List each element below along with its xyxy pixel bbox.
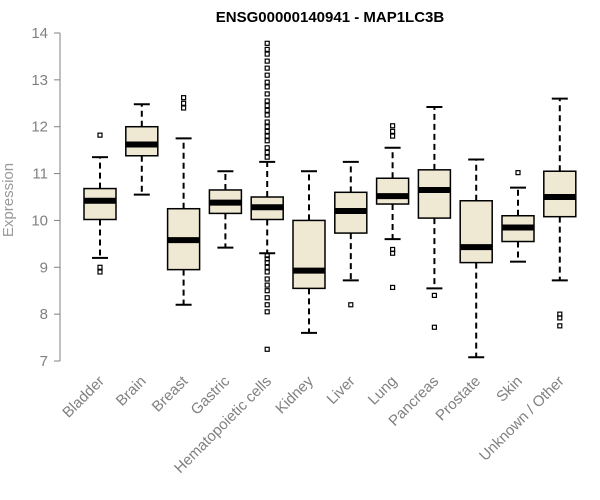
y-tick-label: 9 xyxy=(40,259,48,276)
outlier-point xyxy=(557,323,563,329)
iqr-box xyxy=(417,169,452,219)
outlier-point xyxy=(264,138,270,144)
y-tick-label: 14 xyxy=(31,25,48,42)
chart-title: ENSG00000140941 - MAP1LC3B xyxy=(216,9,445,26)
x-tick-label: Liver xyxy=(324,373,359,408)
box-group-bladder xyxy=(83,132,117,275)
iqr-box xyxy=(375,177,410,205)
iqr-box xyxy=(459,199,493,264)
box-group-pancreas xyxy=(417,106,452,330)
x-tick-label: Prostate xyxy=(432,373,484,425)
outlier-point xyxy=(264,276,270,282)
box-group-brain xyxy=(125,103,159,196)
box-group-lung xyxy=(375,123,410,291)
y-tick-label: 7 xyxy=(40,353,48,370)
outlier-point xyxy=(97,264,103,270)
outlier-point xyxy=(181,105,187,111)
outlier-point xyxy=(264,264,270,270)
outlier-point xyxy=(264,302,270,308)
outlier-point xyxy=(264,107,270,113)
iqr-box xyxy=(292,219,326,290)
outlier-point xyxy=(264,256,270,262)
outlier-point xyxy=(264,79,270,85)
box-group-skin xyxy=(501,170,535,263)
outlier-point xyxy=(264,84,270,90)
outlier-point xyxy=(264,103,270,109)
x-tick-label: Breast xyxy=(149,372,192,415)
y-axis-label: Expression xyxy=(0,163,17,237)
outlier-point xyxy=(264,145,270,151)
outlier-point xyxy=(264,58,270,64)
outlier-point xyxy=(557,311,563,317)
y-axis: 7 8 9 10 11 12 13 14 xyxy=(31,25,61,370)
outlier-point xyxy=(264,309,270,315)
outlier-point xyxy=(264,112,270,118)
outlier-point xyxy=(264,40,270,46)
outlier-point xyxy=(97,132,103,138)
outlier-point xyxy=(264,133,270,139)
outlier-point xyxy=(264,282,270,288)
box-group-hematopoietic-cells xyxy=(250,40,284,352)
x-tick-label: Skin xyxy=(493,373,526,406)
outlier-point xyxy=(431,324,437,330)
outlier-point xyxy=(97,269,103,275)
outlier-point xyxy=(264,346,270,352)
iqr-box xyxy=(125,125,159,157)
box-group-prostate xyxy=(459,158,493,359)
outlier-point xyxy=(390,128,396,134)
outlier-point xyxy=(181,100,187,106)
iqr-box xyxy=(543,170,577,218)
x-tick-label: Bladder xyxy=(59,373,108,422)
outlier-point xyxy=(264,128,270,134)
outlier-point xyxy=(264,154,270,160)
box-group-gastric xyxy=(208,170,243,249)
y-tick-label: 13 xyxy=(31,72,48,89)
outlier-point xyxy=(264,65,270,71)
outlier-point xyxy=(264,252,270,259)
outlier-point xyxy=(390,284,396,291)
outlier-point xyxy=(264,295,270,301)
x-tick-label: Brain xyxy=(113,373,150,410)
outlier-point xyxy=(390,246,396,253)
outlier-point xyxy=(390,123,396,129)
y-tick-label: 8 xyxy=(40,306,48,323)
outlier-point xyxy=(264,124,270,130)
outlier-point xyxy=(264,269,270,275)
y-tick-label: 12 xyxy=(31,119,48,136)
outlier-point xyxy=(264,91,270,97)
outlier-point xyxy=(264,119,270,125)
x-tick-label: Kidney xyxy=(272,372,317,417)
outlier-point xyxy=(264,51,270,57)
outlier-point xyxy=(264,288,270,294)
outlier-point xyxy=(431,292,437,298)
outlier-point xyxy=(264,98,270,104)
x-tick-label: Lung xyxy=(365,373,401,409)
outlier-point xyxy=(515,170,521,176)
plot-area xyxy=(83,40,577,359)
outlier-point xyxy=(264,72,270,78)
outlier-point xyxy=(264,46,270,53)
box-group-kidney xyxy=(292,170,326,334)
box-group-breast xyxy=(166,95,201,306)
y-tick-label: 11 xyxy=(32,166,48,183)
outlier-point xyxy=(390,133,396,139)
y-tick-label: 10 xyxy=(31,212,48,229)
iqr-box xyxy=(83,187,117,221)
box-group-unknown-other xyxy=(543,97,577,329)
outlier-point xyxy=(181,95,187,101)
outlier-point xyxy=(348,302,354,308)
box-group-liver xyxy=(334,160,368,308)
outlier-point xyxy=(264,149,270,156)
